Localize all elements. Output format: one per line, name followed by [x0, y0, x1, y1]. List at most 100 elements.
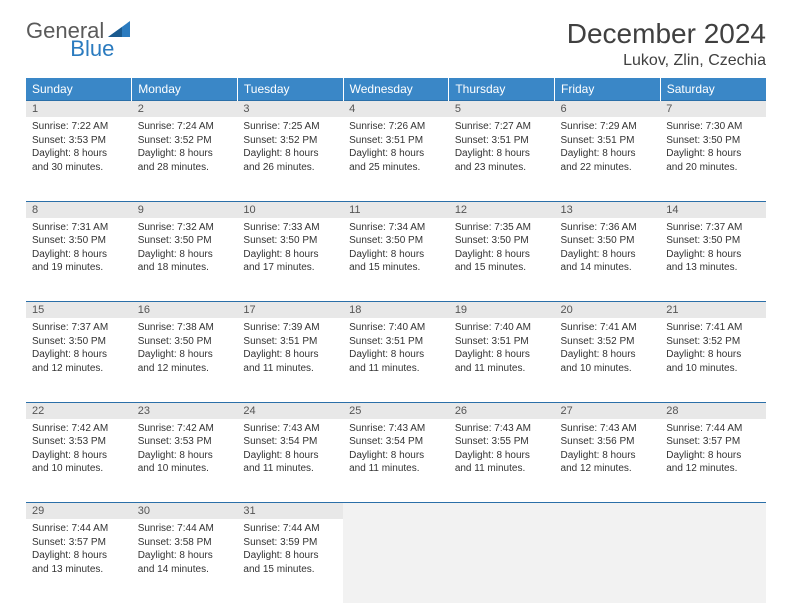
sunset-line: Sunset: 3:50 PM — [138, 335, 232, 349]
sunset-line: Sunset: 3:50 PM — [32, 234, 126, 248]
sunrise-line: Sunrise: 7:22 AM — [32, 120, 126, 134]
day-details: Sunrise: 7:41 AMSunset: 3:52 PMDaylight:… — [561, 321, 655, 375]
day-details: Sunrise: 7:37 AMSunset: 3:50 PMDaylight:… — [666, 221, 760, 275]
sunrise-line: Sunrise: 7:40 AM — [349, 321, 443, 335]
day-content-cell: Sunrise: 7:41 AMSunset: 3:52 PMDaylight:… — [660, 318, 766, 402]
day-number-cell: 14 — [660, 201, 766, 218]
day-details: Sunrise: 7:24 AMSunset: 3:52 PMDaylight:… — [138, 120, 232, 174]
sunset-line: Sunset: 3:52 PM — [561, 335, 655, 349]
sunset-line: Sunset: 3:50 PM — [666, 134, 760, 148]
daylight-line: Daylight: 8 hours and 12 minutes. — [561, 449, 655, 476]
day-content-cell: Sunrise: 7:44 AMSunset: 3:58 PMDaylight:… — [132, 519, 238, 603]
day-content-cell: Sunrise: 7:32 AMSunset: 3:50 PMDaylight:… — [132, 218, 238, 302]
day-number-cell: 25 — [343, 402, 449, 419]
day-number-cell: 13 — [555, 201, 661, 218]
sunrise-line: Sunrise: 7:31 AM — [32, 221, 126, 235]
day-content-cell — [660, 519, 766, 603]
daylight-line: Daylight: 8 hours and 10 minutes. — [561, 348, 655, 375]
sunrise-line: Sunrise: 7:39 AM — [243, 321, 337, 335]
day-content-cell: Sunrise: 7:42 AMSunset: 3:53 PMDaylight:… — [132, 419, 238, 503]
day-details: Sunrise: 7:41 AMSunset: 3:52 PMDaylight:… — [666, 321, 760, 375]
day-content-cell: Sunrise: 7:37 AMSunset: 3:50 PMDaylight:… — [660, 218, 766, 302]
sunrise-line: Sunrise: 7:41 AM — [666, 321, 760, 335]
sunrise-line: Sunrise: 7:38 AM — [138, 321, 232, 335]
sunset-line: Sunset: 3:50 PM — [666, 234, 760, 248]
day-content-cell: Sunrise: 7:22 AMSunset: 3:53 PMDaylight:… — [26, 117, 132, 201]
day-details: Sunrise: 7:43 AMSunset: 3:54 PMDaylight:… — [243, 422, 337, 476]
day-details: Sunrise: 7:38 AMSunset: 3:50 PMDaylight:… — [138, 321, 232, 375]
day-details: Sunrise: 7:36 AMSunset: 3:50 PMDaylight:… — [561, 221, 655, 275]
day-content-cell: Sunrise: 7:33 AMSunset: 3:50 PMDaylight:… — [237, 218, 343, 302]
day-content-cell: Sunrise: 7:36 AMSunset: 3:50 PMDaylight:… — [555, 218, 661, 302]
day-content-cell: Sunrise: 7:44 AMSunset: 3:57 PMDaylight:… — [660, 419, 766, 503]
logo-text-blue: Blue — [70, 36, 114, 62]
day-details: Sunrise: 7:44 AMSunset: 3:59 PMDaylight:… — [243, 522, 337, 576]
day-number-cell: 24 — [237, 402, 343, 419]
sunset-line: Sunset: 3:53 PM — [32, 435, 126, 449]
sunrise-line: Sunrise: 7:44 AM — [666, 422, 760, 436]
day-details: Sunrise: 7:27 AMSunset: 3:51 PMDaylight:… — [455, 120, 549, 174]
day-content-cell: Sunrise: 7:39 AMSunset: 3:51 PMDaylight:… — [237, 318, 343, 402]
day-details: Sunrise: 7:35 AMSunset: 3:50 PMDaylight:… — [455, 221, 549, 275]
sunrise-line: Sunrise: 7:44 AM — [32, 522, 126, 536]
sunset-line: Sunset: 3:50 PM — [138, 234, 232, 248]
day-number-cell: 7 — [660, 101, 766, 118]
sunrise-line: Sunrise: 7:29 AM — [561, 120, 655, 134]
weekday-header: Sunday — [26, 78, 132, 101]
day-number-row: 22232425262728 — [26, 402, 766, 419]
daylight-line: Daylight: 8 hours and 11 minutes. — [243, 348, 337, 375]
day-details: Sunrise: 7:44 AMSunset: 3:57 PMDaylight:… — [32, 522, 126, 576]
day-content-cell: Sunrise: 7:43 AMSunset: 3:54 PMDaylight:… — [237, 419, 343, 503]
day-details: Sunrise: 7:31 AMSunset: 3:50 PMDaylight:… — [32, 221, 126, 275]
sunset-line: Sunset: 3:53 PM — [138, 435, 232, 449]
day-number-cell: 5 — [449, 101, 555, 118]
sunset-line: Sunset: 3:54 PM — [243, 435, 337, 449]
daylight-line: Daylight: 8 hours and 14 minutes. — [138, 549, 232, 576]
daylight-line: Daylight: 8 hours and 17 minutes. — [243, 248, 337, 275]
day-content-cell: Sunrise: 7:41 AMSunset: 3:52 PMDaylight:… — [555, 318, 661, 402]
day-number-cell: 3 — [237, 101, 343, 118]
day-number-cell: 22 — [26, 402, 132, 419]
daylight-line: Daylight: 8 hours and 12 minutes. — [666, 449, 760, 476]
day-content-cell: Sunrise: 7:35 AMSunset: 3:50 PMDaylight:… — [449, 218, 555, 302]
day-content-cell: Sunrise: 7:44 AMSunset: 3:57 PMDaylight:… — [26, 519, 132, 603]
sunrise-line: Sunrise: 7:41 AM — [561, 321, 655, 335]
daylight-line: Daylight: 8 hours and 18 minutes. — [138, 248, 232, 275]
day-content-cell: Sunrise: 7:30 AMSunset: 3:50 PMDaylight:… — [660, 117, 766, 201]
day-number-cell: 20 — [555, 302, 661, 319]
day-content-cell: Sunrise: 7:38 AMSunset: 3:50 PMDaylight:… — [132, 318, 238, 402]
daylight-line: Daylight: 8 hours and 12 minutes. — [138, 348, 232, 375]
daylight-line: Daylight: 8 hours and 11 minutes. — [455, 348, 549, 375]
sunset-line: Sunset: 3:51 PM — [349, 335, 443, 349]
sunset-line: Sunset: 3:55 PM — [455, 435, 549, 449]
day-number-cell: 21 — [660, 302, 766, 319]
sunrise-line: Sunrise: 7:32 AM — [138, 221, 232, 235]
day-details: Sunrise: 7:43 AMSunset: 3:55 PMDaylight:… — [455, 422, 549, 476]
day-content-cell — [449, 519, 555, 603]
sunrise-line: Sunrise: 7:43 AM — [455, 422, 549, 436]
sunrise-line: Sunrise: 7:37 AM — [666, 221, 760, 235]
sunset-line: Sunset: 3:58 PM — [138, 536, 232, 550]
day-details: Sunrise: 7:42 AMSunset: 3:53 PMDaylight:… — [138, 422, 232, 476]
sunset-line: Sunset: 3:50 PM — [349, 234, 443, 248]
day-details: Sunrise: 7:44 AMSunset: 3:57 PMDaylight:… — [666, 422, 760, 476]
sunrise-line: Sunrise: 7:42 AM — [32, 422, 126, 436]
day-number-cell — [343, 503, 449, 520]
weekday-header: Friday — [555, 78, 661, 101]
day-number-cell: 2 — [132, 101, 238, 118]
sunrise-line: Sunrise: 7:34 AM — [349, 221, 443, 235]
sunset-line: Sunset: 3:51 PM — [455, 134, 549, 148]
sunset-line: Sunset: 3:52 PM — [138, 134, 232, 148]
sunrise-line: Sunrise: 7:27 AM — [455, 120, 549, 134]
weekday-header: Wednesday — [343, 78, 449, 101]
day-details: Sunrise: 7:43 AMSunset: 3:56 PMDaylight:… — [561, 422, 655, 476]
sunset-line: Sunset: 3:50 PM — [243, 234, 337, 248]
daylight-line: Daylight: 8 hours and 25 minutes. — [349, 147, 443, 174]
day-number-row: 15161718192021 — [26, 302, 766, 319]
daylight-line: Daylight: 8 hours and 10 minutes. — [32, 449, 126, 476]
sunset-line: Sunset: 3:51 PM — [349, 134, 443, 148]
day-content-cell: Sunrise: 7:37 AMSunset: 3:50 PMDaylight:… — [26, 318, 132, 402]
sunrise-line: Sunrise: 7:33 AM — [243, 221, 337, 235]
day-details: Sunrise: 7:40 AMSunset: 3:51 PMDaylight:… — [349, 321, 443, 375]
day-content-row: Sunrise: 7:42 AMSunset: 3:53 PMDaylight:… — [26, 419, 766, 503]
